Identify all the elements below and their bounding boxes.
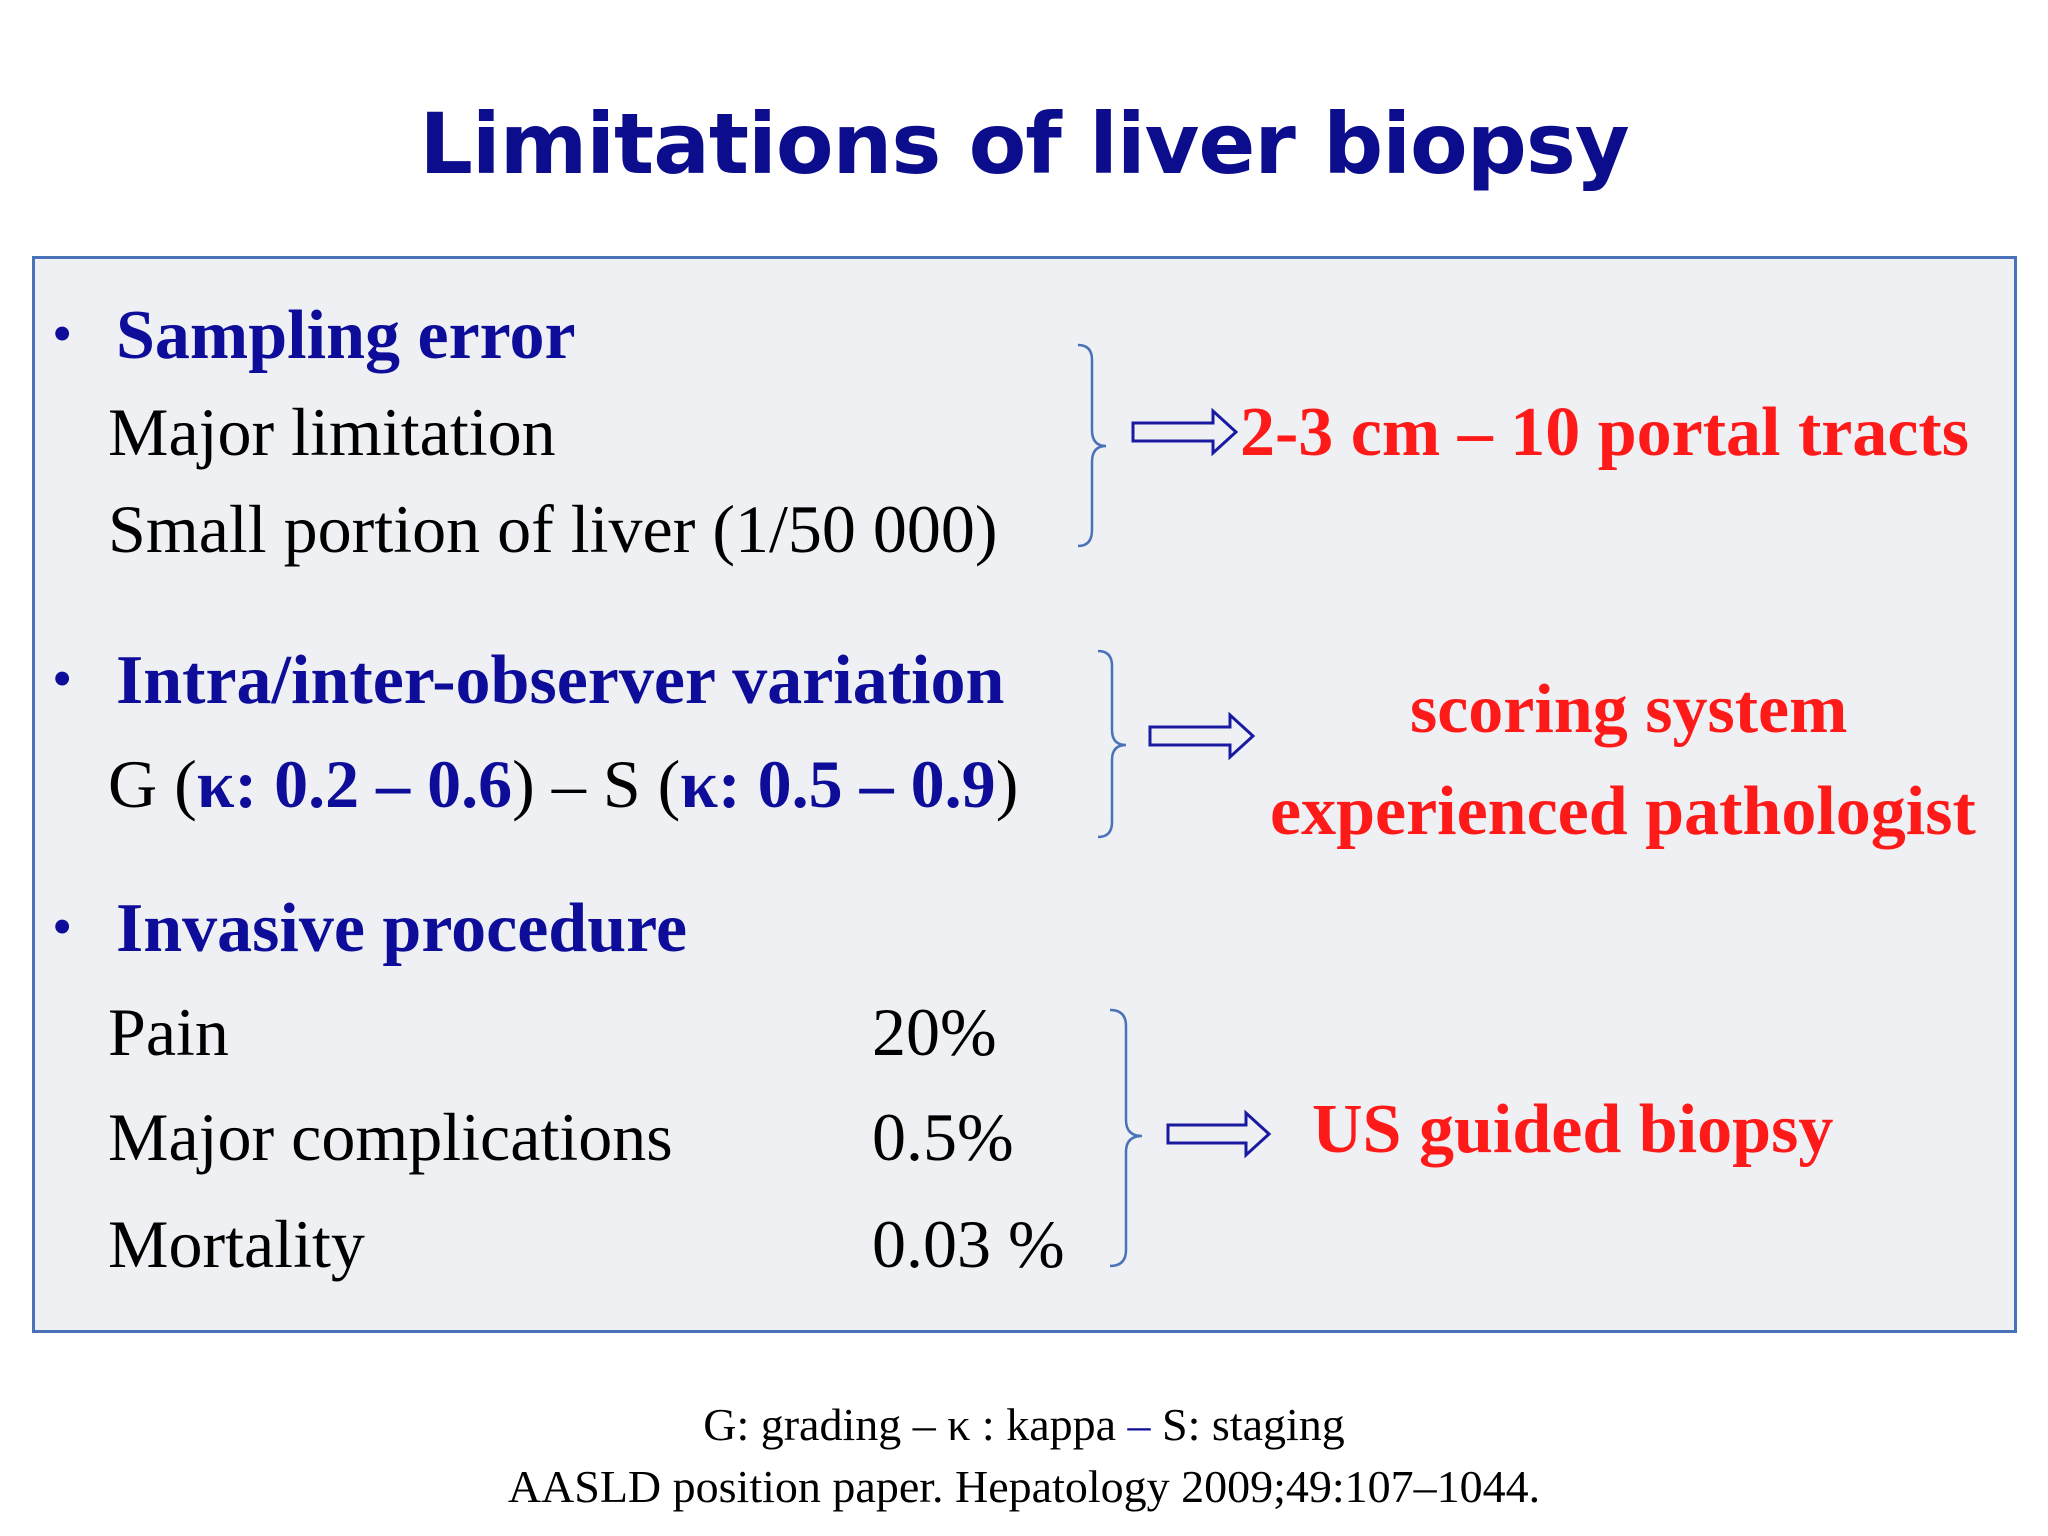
arrow-icon <box>1131 407 1239 457</box>
text-kappa-suffix: ) <box>995 746 1019 822</box>
text-kappa-mid: ) – S ( <box>512 746 681 822</box>
brace-icon <box>1077 343 1107 548</box>
text-pain-label: Pain <box>108 994 229 1070</box>
heading-observer-variation: Intra/inter-observer variation <box>116 642 1005 719</box>
bullet-sampling: • <box>52 301 73 366</box>
result-us-guided-biopsy: US guided biopsy <box>1312 1091 1834 1168</box>
footer-legend: G: grading – κ : kappa – S: staging <box>0 1398 2048 1451</box>
text-pain-value: 20% <box>872 994 997 1070</box>
bullet-variation: • <box>52 646 73 711</box>
text-kappa-values: G (κ: 0.2 – 0.6) – S (κ: 0.5 – 0.9) <box>108 745 1018 824</box>
text-complications-label: Major complications <box>108 1099 673 1175</box>
legend-kappa: κ : kappa <box>935 1399 1128 1450</box>
slide-title: Limitations of liver biopsy <box>419 95 1629 193</box>
legend-staging: S: staging <box>1150 1399 1345 1450</box>
result-scoring-system: scoring system <box>1410 671 1848 748</box>
heading-invasive-procedure: Invasive procedure <box>116 890 688 967</box>
text-g-prefix: G ( <box>108 746 197 822</box>
result-portal-tracts: 2-3 cm – 10 portal tracts <box>1240 394 1969 471</box>
content-panel <box>32 256 2017 1333</box>
legend-grading: G: grading – <box>703 1399 936 1450</box>
result-experienced-pathologist: experienced pathologist <box>1270 773 1976 850</box>
footer-reference: AASLD position paper. Hepatology 2009;49… <box>507 1461 1541 1512</box>
brace-icon <box>1109 1008 1143 1268</box>
brace-icon <box>1097 649 1127 839</box>
text-small-portion: Small portion of liver (1/50 000) <box>108 491 998 567</box>
legend-dash: – <box>1127 1399 1151 1450</box>
text-complications-value: 0.5% <box>872 1099 1014 1175</box>
text-mortality-value: 0.03 % <box>872 1206 1065 1282</box>
bullet-invasive: • <box>52 894 73 959</box>
text-s-kappa: κ: 0.5 – 0.9 <box>680 746 996 822</box>
arrow-icon <box>1148 711 1256 761</box>
text-major-limitation: Major limitation <box>108 394 556 470</box>
arrow-icon <box>1166 1109 1272 1159</box>
text-mortality-label: Mortality <box>108 1206 365 1282</box>
text-g-kappa: κ: 0.2 – 0.6 <box>196 746 513 822</box>
heading-sampling-error: Sampling error <box>116 297 576 374</box>
